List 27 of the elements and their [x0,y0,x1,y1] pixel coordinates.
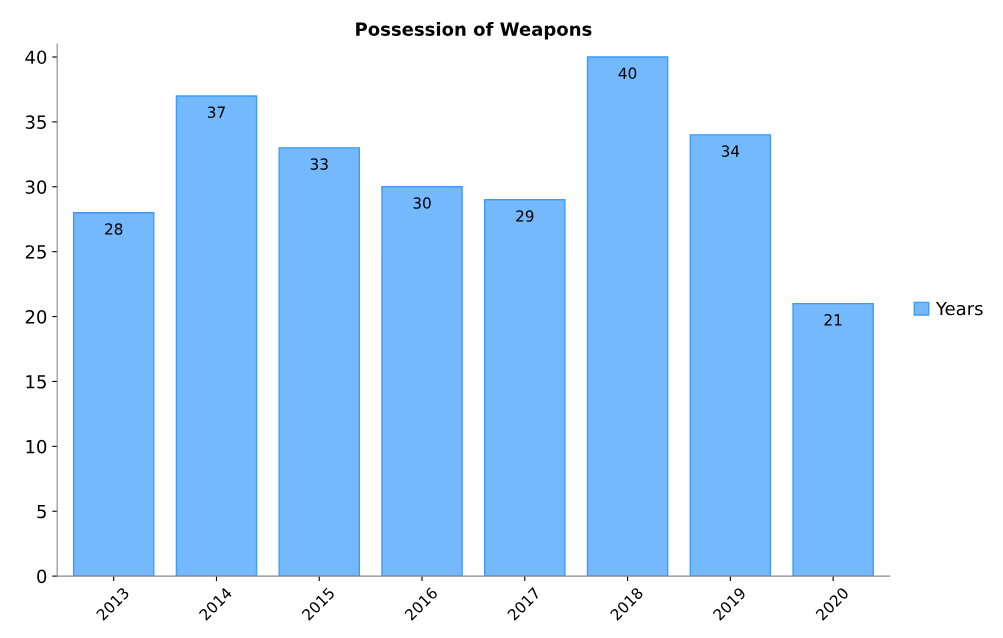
bar [586,56,669,577]
y-tick-label: 30 [25,180,47,194]
data-label: 21 [824,314,842,326]
y-tick-label: 0 [37,569,47,584]
legend-label: Years [935,301,983,316]
bar [792,302,874,577]
data-label: 30 [413,197,431,209]
bar [689,134,772,577]
data-label: 34 [721,145,740,157]
y-tick-label: 35 [25,115,46,130]
bar [484,199,566,577]
y-tick-label: 25 [25,245,46,259]
data-label: 29 [516,210,534,222]
y-tick-label: 15 [26,375,46,389]
data-label: 33 [310,158,328,170]
bar [72,212,155,577]
bar [278,147,361,577]
data-label: 28 [105,223,123,235]
y-tick-label: 5 [37,504,46,519]
bar [175,95,258,577]
y-tick-label: 10 [26,439,47,454]
y-tick-label: 40 [25,50,47,65]
bar [381,186,463,577]
data-label: 40 [618,67,637,80]
chart-title: Possession of Weapons [356,21,592,40]
data-label: 37 [207,106,225,118]
y-tick-label: 20 [25,310,47,324]
